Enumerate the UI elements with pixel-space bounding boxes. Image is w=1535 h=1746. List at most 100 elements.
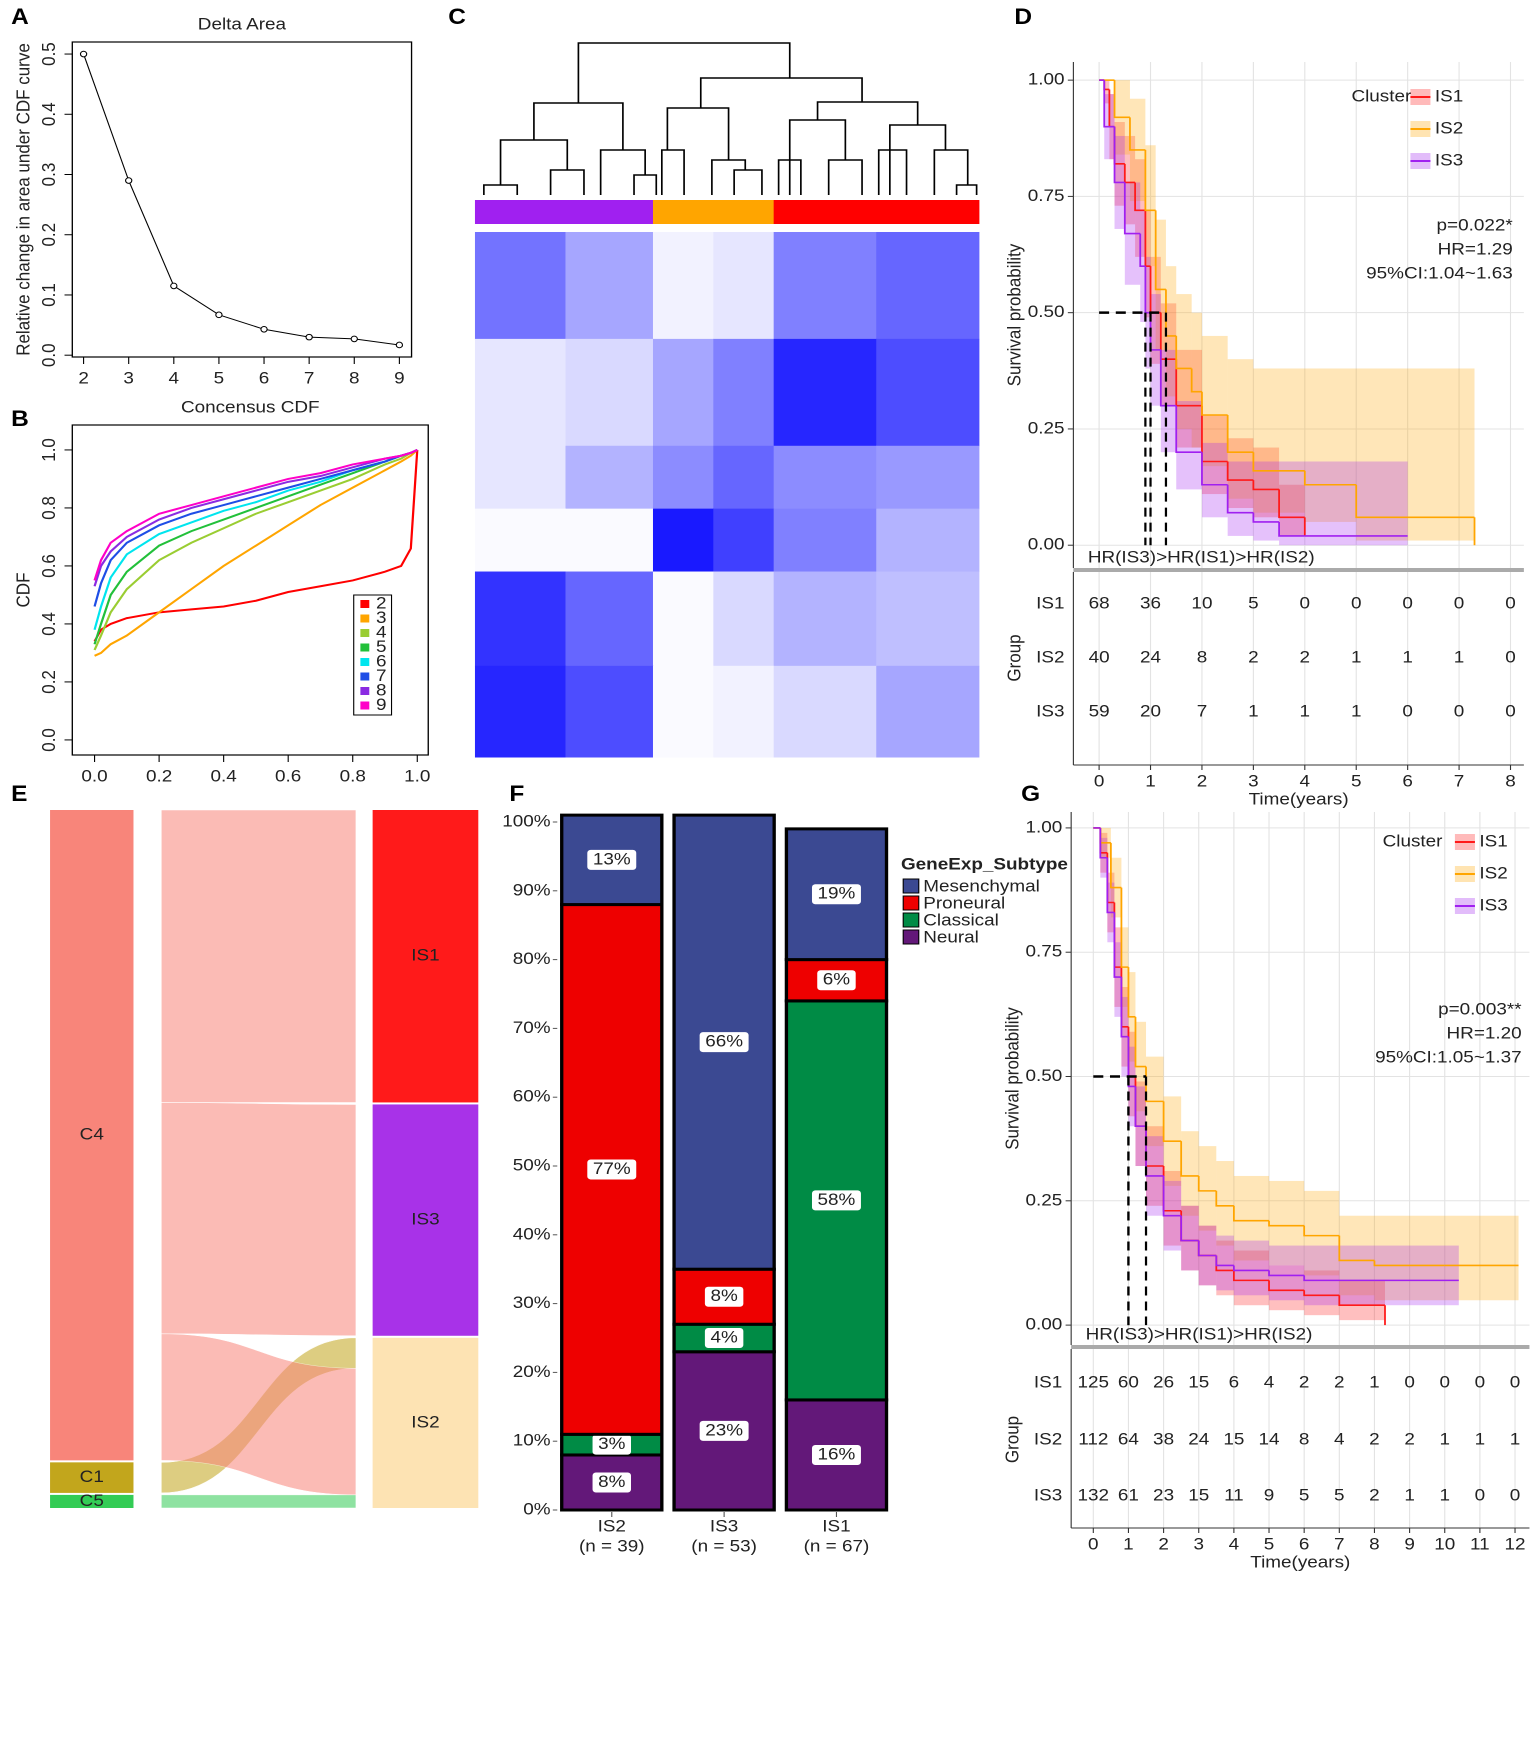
- data-line: [94, 449, 419, 657]
- table-row-label: IS1: [1036, 593, 1064, 612]
- survival-step: [1226, 484, 1254, 514]
- heat-cell: [652, 571, 714, 667]
- ci-band: [1104, 80, 1110, 104]
- risk-count: 9: [1264, 1485, 1275, 1504]
- legend-label: 5: [376, 637, 387, 656]
- ci-band: [1176, 401, 1202, 490]
- risk-count: 0: [1404, 1372, 1415, 1391]
- data-label-box: [704, 1286, 744, 1307]
- survival-step: [1162, 1101, 1182, 1142]
- risk-count: 2: [1404, 1429, 1415, 1448]
- node: [50, 1462, 134, 1493]
- x-tick-label: 9: [394, 368, 405, 387]
- node: [50, 1494, 134, 1508]
- risk-count: 0: [1300, 593, 1311, 612]
- x-tick-label: 5: [1351, 771, 1362, 790]
- ci-band: [1339, 1280, 1385, 1321]
- legend-swatch: [360, 600, 370, 608]
- y-tick-label: 0.1: [38, 283, 59, 307]
- y-tick-label: 0.00: [1025, 1314, 1062, 1333]
- data-line: [93, 449, 418, 581]
- ci-band: [1269, 1265, 1305, 1311]
- data-label: 8%: [598, 1472, 625, 1491]
- survival-step: [1303, 1225, 1340, 1237]
- node: [372, 1104, 479, 1336]
- data-label-box: [592, 1434, 632, 1455]
- heat-cell: [713, 508, 775, 573]
- survival-step: [1134, 182, 1146, 212]
- y-tick-label: 1.00: [1028, 70, 1065, 89]
- risk-count: 0: [1351, 593, 1362, 612]
- annotation: p=0.003**: [1438, 999, 1522, 1018]
- heat-cell: [876, 508, 980, 573]
- data-line: [93, 449, 419, 642]
- ci-band: [1279, 461, 1305, 546]
- data-label: 58%: [818, 1190, 856, 1209]
- risk-count: 7: [1197, 701, 1208, 720]
- ci-band: [1339, 1215, 1375, 1296]
- ci-band: [1374, 1215, 1445, 1301]
- risk-count: 0: [1475, 1372, 1486, 1391]
- survival-step: [1278, 489, 1305, 519]
- risk-count: 36: [1140, 593, 1161, 612]
- data-point: [79, 50, 88, 58]
- risk-count: 132: [1078, 1485, 1110, 1504]
- ci-band: [1216, 1240, 1234, 1296]
- node-label: IS2: [411, 1412, 439, 1431]
- legend-swatch: [360, 614, 370, 623]
- survival-step: [1252, 512, 1280, 523]
- data-label: 8%: [710, 1286, 737, 1305]
- x-tick-label: IS2: [598, 1516, 626, 1535]
- y-tick-label: 0.8: [38, 496, 59, 520]
- data-label: 19%: [818, 884, 856, 903]
- survival-step: [1127, 1036, 1136, 1088]
- cluster-bar: [652, 200, 714, 224]
- survival-step: [1175, 359, 1202, 407]
- chart-title: Concensus CDF: [181, 397, 320, 416]
- survival-step: [1190, 368, 1202, 393]
- table-row-label: IS3: [1036, 701, 1064, 720]
- ci-band: [1181, 1205, 1199, 1271]
- heat-cell: [565, 338, 654, 447]
- survival-step: [1215, 1255, 1234, 1267]
- heat-cell: [773, 508, 877, 573]
- ci-band: [1176, 349, 1202, 448]
- risk-count: 15: [1188, 1372, 1209, 1391]
- risk-count: 125: [1078, 1372, 1110, 1391]
- legend-title: Cluster: [1383, 831, 1443, 850]
- ci-band: [1304, 1270, 1340, 1316]
- risk-count: 20: [1140, 701, 1161, 720]
- node: [372, 810, 479, 1103]
- survival-step: [1252, 452, 1305, 472]
- y-tick-label: 70%: [513, 1018, 551, 1037]
- legend-title: Cluster: [1351, 86, 1411, 105]
- y-tick-label: 0%: [523, 1499, 550, 1518]
- heat-cell: [652, 232, 714, 340]
- x-tick-label: 8: [1505, 771, 1516, 790]
- risk-count: 0: [1454, 701, 1465, 720]
- x-tick-label: 6: [259, 368, 270, 387]
- panel-label: E: [11, 781, 27, 806]
- heat-cell: [773, 571, 877, 667]
- heat-cell: [876, 445, 980, 510]
- heat-cell: [474, 665, 567, 758]
- ci-band: [1191, 312, 1202, 448]
- ci-band: [1176, 294, 1192, 429]
- cluster-bar: [565, 200, 654, 224]
- ci-band: [1160, 349, 1177, 453]
- risk-count: 0: [1475, 1485, 1486, 1504]
- data-label-box: [704, 1328, 744, 1348]
- risk-count: 1: [1248, 701, 1259, 720]
- survival-step: [1123, 182, 1141, 235]
- x-tick-label: 4: [169, 368, 180, 387]
- risk-count: 1: [1439, 1485, 1450, 1504]
- survival-step: [1268, 1220, 1305, 1227]
- risk-count: 24: [1188, 1429, 1209, 1448]
- survival-step: [1232, 1265, 1270, 1272]
- risk-count: 0: [1505, 593, 1516, 612]
- data-line: [83, 53, 400, 346]
- ci-band: [1155, 219, 1166, 350]
- legend-swatch: [360, 643, 370, 652]
- data-label-box: [817, 970, 856, 991]
